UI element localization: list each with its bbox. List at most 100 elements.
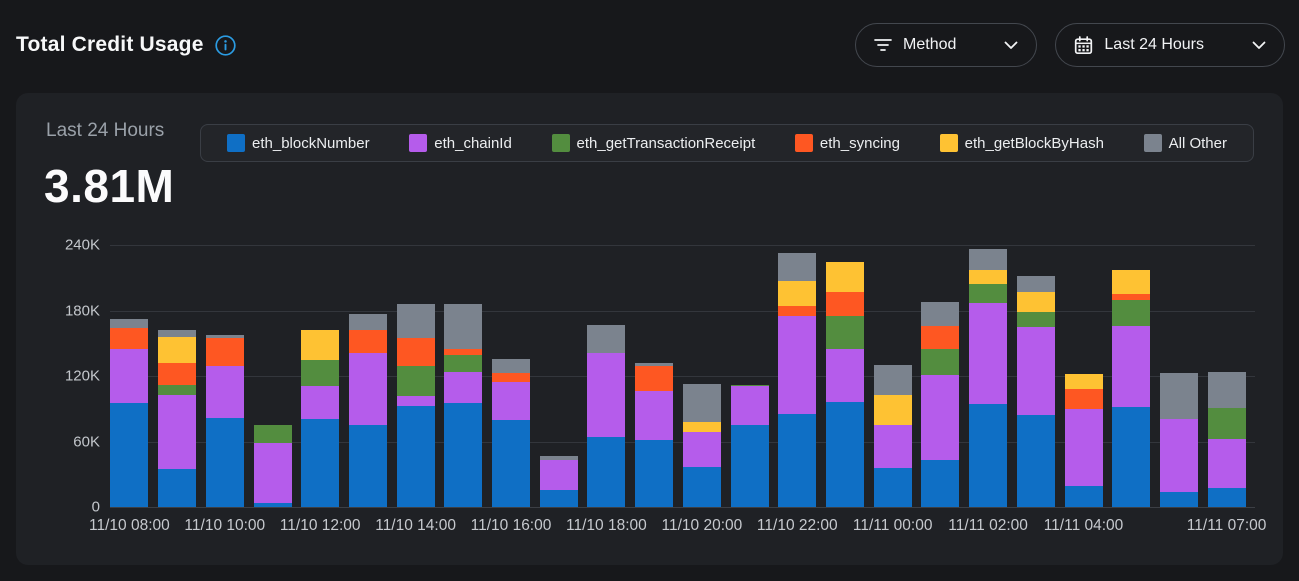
bar-segment [492, 358, 530, 373]
bar-segment [253, 425, 292, 443]
title-group: Total Credit Usage [16, 33, 237, 57]
bar-segment [635, 391, 674, 441]
bar-segment [348, 425, 387, 507]
stacked-bar[interactable] [1064, 373, 1103, 507]
bar-segment [444, 403, 483, 507]
chevron-down-icon [1004, 41, 1018, 50]
bar-segment [969, 249, 1008, 271]
chart-legend: eth_blockNumber eth_chainId eth_getTransac… [200, 124, 1254, 162]
method-dropdown[interactable]: Method [855, 23, 1038, 67]
bar-segment [969, 302, 1008, 405]
legend-label: eth_getBlockByHash [964, 134, 1104, 152]
legend-label: All Other [1168, 134, 1227, 152]
legend-label: eth_getTransactionReceipt [576, 134, 756, 152]
stacked-bar[interactable] [921, 301, 960, 507]
total-value: 3.81M [44, 160, 175, 212]
bar-segment [969, 284, 1008, 303]
legend-item[interactable]: eth_chainId [409, 134, 512, 152]
y-tick-label: 0 [91, 498, 100, 516]
legend-swatch [551, 134, 570, 152]
bar-segment [826, 262, 864, 292]
bar-segment [158, 384, 197, 395]
time-range-dropdown[interactable]: Last 24 Hours [1055, 23, 1285, 67]
bar-segment [730, 425, 769, 507]
stacked-bar[interactable] [587, 324, 626, 507]
bar-segment [1112, 325, 1151, 407]
legend-item[interactable]: eth_syncing [794, 134, 900, 152]
x-tick-label: 11/11 07:00 [1186, 517, 1267, 534]
stacked-bar[interactable] [778, 252, 817, 507]
bar-segment [110, 403, 149, 507]
bar-segment [253, 502, 292, 507]
stacked-bar[interactable] [1159, 372, 1198, 507]
legend-item[interactable]: eth_blockNumber [227, 134, 370, 152]
stacked-bar[interactable] [682, 383, 721, 507]
stacked-bar[interactable] [396, 304, 435, 507]
stacked-bar[interactable] [492, 358, 530, 507]
legend-label: eth_blockNumber [252, 134, 370, 152]
stacked-bar[interactable] [969, 249, 1008, 507]
legend-item[interactable]: eth_getBlockByHash [939, 134, 1104, 152]
legend-item[interactable]: eth_getTransactionReceipt [551, 134, 756, 152]
bar-segment [1207, 371, 1246, 408]
legend-swatch [409, 134, 428, 152]
bar-segment [1207, 439, 1246, 489]
bar-segment [635, 366, 674, 392]
stacked-bar[interactable] [539, 455, 578, 507]
bar-segment [158, 468, 197, 507]
legend-swatch [794, 134, 813, 152]
bar-segment [921, 460, 960, 507]
stacked-bar[interactable] [205, 334, 244, 507]
stacked-bar[interactable] [730, 384, 769, 507]
bar-segment [682, 383, 721, 422]
bar-segment [1016, 292, 1055, 312]
stacked-bar[interactable] [158, 330, 197, 507]
legend-item[interactable]: All Other [1143, 134, 1227, 152]
bar-segment [730, 385, 769, 426]
bar-segment [348, 353, 387, 426]
stacked-bar[interactable] [826, 262, 864, 507]
bar-segment [1159, 491, 1198, 507]
stacked-bar[interactable] [301, 330, 340, 507]
bar-segment [1064, 373, 1103, 390]
x-axis: 11/10 08:00 11/10 10:00 11/10 12:00 11/10 1… [89, 517, 1270, 539]
stacked-bar[interactable] [110, 319, 149, 507]
bar-segment [539, 460, 578, 490]
stacked-bar[interactable] [1016, 275, 1055, 507]
stacked-bar[interactable] [444, 303, 483, 507]
bar-segment [1159, 418, 1198, 492]
bar-segment [396, 366, 435, 396]
bar-segment [778, 315, 817, 415]
stacked-bar[interactable] [873, 365, 912, 507]
page-title: Total Credit Usage [16, 33, 204, 56]
stacked-bar[interactable] [635, 362, 674, 507]
bar-segment [826, 402, 864, 507]
info-icon[interactable] [214, 34, 237, 57]
stacked-bar[interactable] [253, 425, 292, 507]
x-tick-label: 11/10 12:00 [279, 517, 361, 534]
bar-segment [492, 419, 530, 507]
stacked-bar[interactable] [348, 313, 387, 507]
bar-segment [826, 291, 864, 316]
bar-segment [396, 395, 435, 406]
gridline [110, 441, 1255, 443]
header-actions: Method [855, 23, 1285, 67]
stacked-bar[interactable] [1112, 270, 1151, 507]
bar-segment [682, 466, 721, 507]
stacked-bar[interactable] [1207, 371, 1246, 507]
bar-segment [778, 306, 817, 316]
bar-segment [1112, 299, 1151, 326]
y-tick-label: 120K [64, 367, 100, 385]
bar-segment [778, 414, 817, 507]
bar-segment [444, 303, 483, 349]
bar-segment [110, 348, 149, 404]
bar-segment [1016, 415, 1055, 507]
filter-icon [874, 38, 892, 52]
chevron-down-icon [1252, 41, 1266, 50]
bar-segment [921, 374, 960, 461]
bar-segment [253, 442, 292, 503]
bar-segment [587, 437, 626, 507]
bar-segment [444, 355, 483, 372]
bar-segment [873, 467, 912, 507]
stacked-bar-chart [110, 245, 1255, 508]
